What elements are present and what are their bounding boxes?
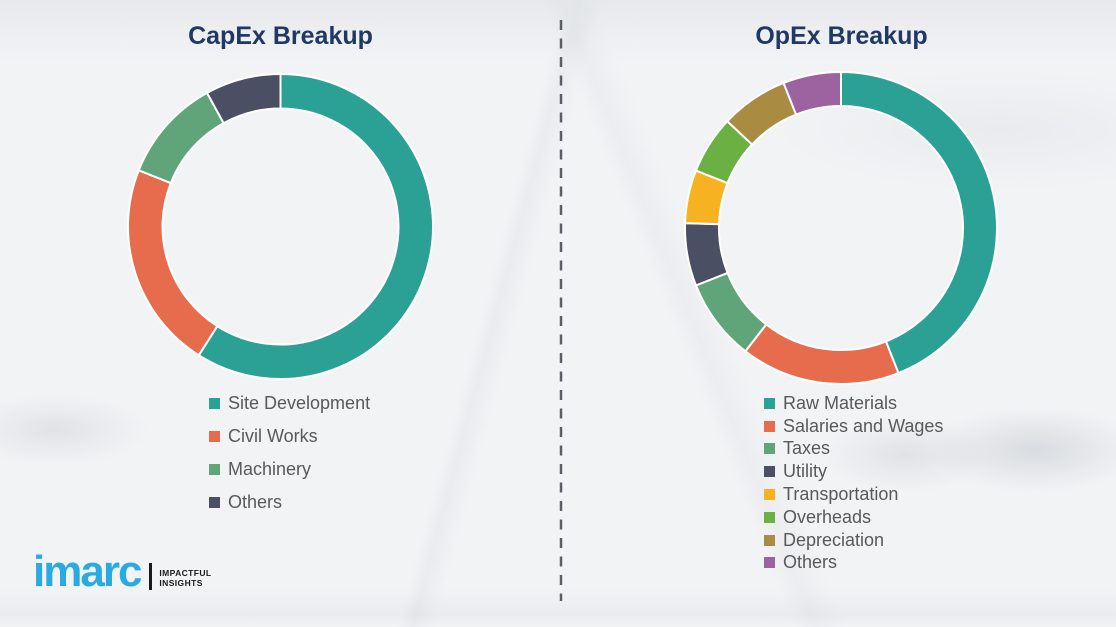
legend-label: Taxes [783,438,831,459]
legend-item: Site Development [209,392,370,414]
donut-segment-raw-materials [840,70,999,375]
legend-label: Civil Works [228,425,318,446]
opex-title: OpEx Breakup [755,22,928,50]
donut-segment-others [205,72,282,125]
legend-swatch [764,397,775,409]
imarc-tagline-line2: INSIGHTS [159,578,203,589]
imarc-logo-wordmark: imarc [33,547,142,596]
legend-label: Raw Materials [783,392,898,413]
donut-segment-others [782,70,842,116]
legend-item: Raw Materials [764,392,943,415]
legend-swatch [764,511,775,523]
legend-item: Salaries and Wages [764,415,943,438]
legend-swatch [764,443,775,455]
imarc-logo: imarc IMPACTFUL INSIGHTS [33,547,212,596]
legend-label: Overheads [783,506,872,527]
opex-donut-chart [684,70,999,385]
legend-item: Machinery [209,458,370,480]
legend-swatch [764,534,775,546]
legend-label: Machinery [228,458,312,479]
imarc-tagline-line1: IMPACTFUL [159,568,212,579]
legend-swatch [764,420,775,432]
imarc-logo-tagline: IMPACTFUL INSIGHTS [159,568,212,589]
legend-label: Others [783,552,838,573]
legend-label: Transportation [783,484,899,505]
donut-segment-site-development [197,72,434,380]
legend-label: Depreciation [783,529,885,550]
legend-swatch [209,430,220,442]
legend-swatch [764,489,775,501]
legend-item: Transportation [764,483,943,506]
legend-item: Taxes [764,438,943,461]
opex-panel: OpEx Breakup Raw Materials Salaries and W… [561,0,1116,627]
donut-segment-utility [684,222,729,287]
legend-label: Utility [783,461,827,482]
legend-item: Utility [764,460,943,483]
capex-panel: CapEx Breakup Site Development Civil Work… [127,22,434,524]
legend-label: Others [228,491,283,512]
legend-swatch [764,466,775,478]
legend-item: Others [764,552,943,575]
donut-segment-machinery [137,91,226,185]
legend-label: Salaries and Wages [783,415,944,436]
legend-item: Civil Works [209,425,370,447]
donut-segment-civil-works [127,169,219,357]
capex-legend: Site Development Civil Works Machinery Othe… [209,392,370,524]
opex-legend: Raw Materials Salaries and Wages Taxes Util… [764,392,943,574]
imarc-logo-divider-bar [149,562,153,590]
legend-item: Overheads [764,506,943,529]
legend-swatch [209,496,220,508]
donut-segment-salaries-and-wages [743,322,900,385]
legend-item: Others [209,491,370,513]
legend-swatch [764,557,775,569]
capex-donut-chart [127,72,434,380]
legend-swatch [209,463,220,475]
legend-label: Site Development [228,392,371,413]
legend-item: Depreciation [764,529,943,552]
legend-swatch [209,397,220,409]
donut-segment-taxes [694,271,768,353]
capex-title: CapEx Breakup [188,22,373,50]
